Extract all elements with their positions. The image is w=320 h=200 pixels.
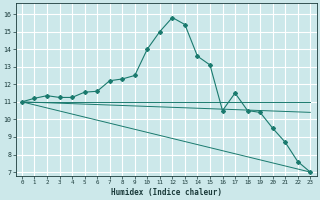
X-axis label: Humidex (Indice chaleur): Humidex (Indice chaleur) (111, 188, 221, 197)
